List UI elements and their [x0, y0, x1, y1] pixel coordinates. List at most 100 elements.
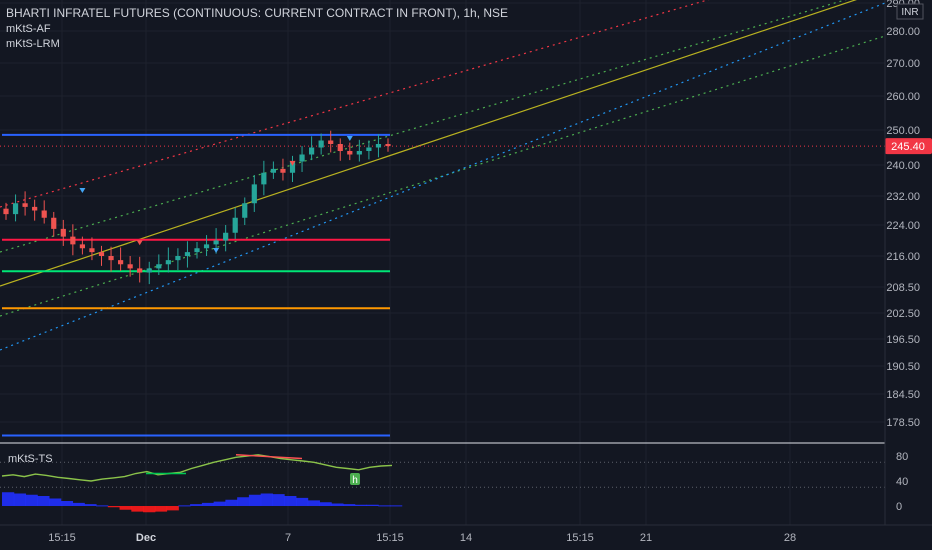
histogram-bar — [178, 505, 191, 507]
candle-body — [12, 203, 19, 215]
candle-body — [203, 244, 210, 249]
histogram-bar — [272, 494, 285, 506]
time-tick-label: 15:15 — [376, 532, 404, 544]
histogram-bar — [342, 504, 356, 506]
histogram-bar — [378, 505, 391, 507]
study-label-af[interactable]: mKtS-AF — [6, 23, 51, 35]
histogram-bar — [119, 506, 132, 510]
histogram-bar — [331, 503, 344, 506]
oscillator-tick-label: 80 — [896, 451, 908, 463]
chart-title: BHARTI INFRATEL FUTURES (CONTINUOUS: CUR… — [6, 6, 508, 20]
candle-body — [223, 232, 229, 241]
histogram-bar — [190, 504, 203, 506]
time-tick-label: 14 — [460, 532, 472, 544]
price-tick-label: 190.50 — [886, 361, 920, 373]
candle-body — [356, 151, 362, 155]
time-tick-label: 28 — [784, 532, 796, 544]
candle-body — [98, 252, 105, 256]
price-tick-label: 202.50 — [886, 308, 920, 320]
oscillator-line — [1, 454, 393, 482]
price-tick-label: 232.00 — [886, 191, 920, 203]
candle-body — [280, 168, 286, 173]
candle-body — [309, 147, 315, 155]
histogram-bar — [84, 504, 97, 506]
histogram-bar — [390, 505, 403, 507]
candle-body — [51, 217, 57, 229]
oscillator-tick-label: 0 — [896, 501, 902, 513]
candle-body — [299, 154, 305, 162]
candle-body — [347, 151, 353, 155]
candle-body — [328, 140, 334, 144]
candle-body — [79, 244, 85, 249]
candle-body — [261, 172, 267, 185]
candle-body — [194, 248, 200, 253]
histogram-bar — [213, 501, 226, 506]
histogram-bar — [366, 504, 379, 506]
candle-body — [3, 208, 9, 215]
price-tick-label: 184.50 — [886, 389, 920, 401]
last-price-box — [885, 138, 932, 155]
oscillator-h-marker — [350, 473, 360, 485]
price-tick-label: 250.00 — [886, 125, 920, 137]
time-tick-label: 15:15 — [48, 532, 76, 544]
histogram-bar — [13, 493, 27, 506]
price-tick-label: 196.50 — [886, 334, 920, 346]
histogram-bar — [154, 506, 168, 512]
histogram-bar — [166, 506, 179, 511]
candle-body — [366, 147, 372, 151]
histogram-bar — [237, 497, 250, 506]
candlestick-series — [3, 130, 391, 285]
candle-body — [22, 203, 28, 207]
time-axis[interactable]: 15:15 Dec 7 15:15 14 15:15 21 28 — [48, 532, 796, 544]
oscillator-title[interactable]: mKtS-TS — [8, 453, 53, 465]
signal-marker — [136, 240, 143, 246]
grid-lines — [0, 0, 885, 525]
candle-body — [156, 264, 162, 269]
histogram-bar — [201, 502, 215, 506]
candle-body — [32, 206, 38, 211]
candle-body — [242, 203, 248, 218]
candle-body — [165, 260, 171, 265]
candle-body — [118, 260, 124, 265]
currency-badge: INR — [901, 7, 918, 18]
histogram-bar — [96, 505, 109, 507]
price-tick-label: 216.00 — [886, 251, 920, 263]
histogram-bar — [37, 496, 50, 506]
price-tick-label: 240.00 — [886, 160, 920, 172]
histogram-bar — [25, 494, 38, 506]
candle-body — [375, 144, 382, 148]
currency-badge-box[interactable] — [896, 3, 924, 20]
candle-body — [146, 268, 152, 273]
signal-marker — [213, 248, 220, 253]
candle-body — [137, 268, 143, 273]
signal-markers — [79, 136, 353, 253]
histogram-bar — [225, 499, 238, 506]
candle-body — [108, 256, 114, 261]
candle-body — [41, 210, 47, 218]
price-axis[interactable]: 290.00280.00270.00260.00250.00240.00232.… — [886, 0, 920, 429]
oscillator-pane: 80 40 0 h — [0, 451, 908, 513]
histogram-bar — [307, 500, 320, 506]
divergence-line-bearish — [235, 454, 303, 460]
price-tick-label: 260.00 — [886, 91, 920, 103]
price-tick-label: 208.50 — [886, 282, 920, 294]
signal-marker — [79, 188, 86, 193]
time-tick-label: 15:15 — [566, 532, 594, 544]
time-tick-label: 7 — [285, 532, 291, 544]
candle-body — [70, 236, 76, 245]
oscillator-h-marker-label: h — [352, 475, 358, 486]
histogram-bar — [354, 504, 367, 506]
histogram-bar — [143, 506, 156, 513]
candle-body — [175, 256, 181, 261]
histogram-bar — [72, 502, 85, 506]
histogram-bar — [107, 506, 121, 508]
price-tick-label: 224.00 — [886, 220, 920, 232]
candle-body — [89, 248, 95, 253]
histogram-bar — [131, 506, 144, 512]
histogram-bar — [284, 496, 297, 506]
histogram-bar — [319, 502, 332, 506]
regression-mid-line — [0, 0, 857, 287]
study-label-lrm[interactable]: mKtS-LRM — [6, 38, 60, 50]
horizontal-levels — [0, 133, 885, 437]
